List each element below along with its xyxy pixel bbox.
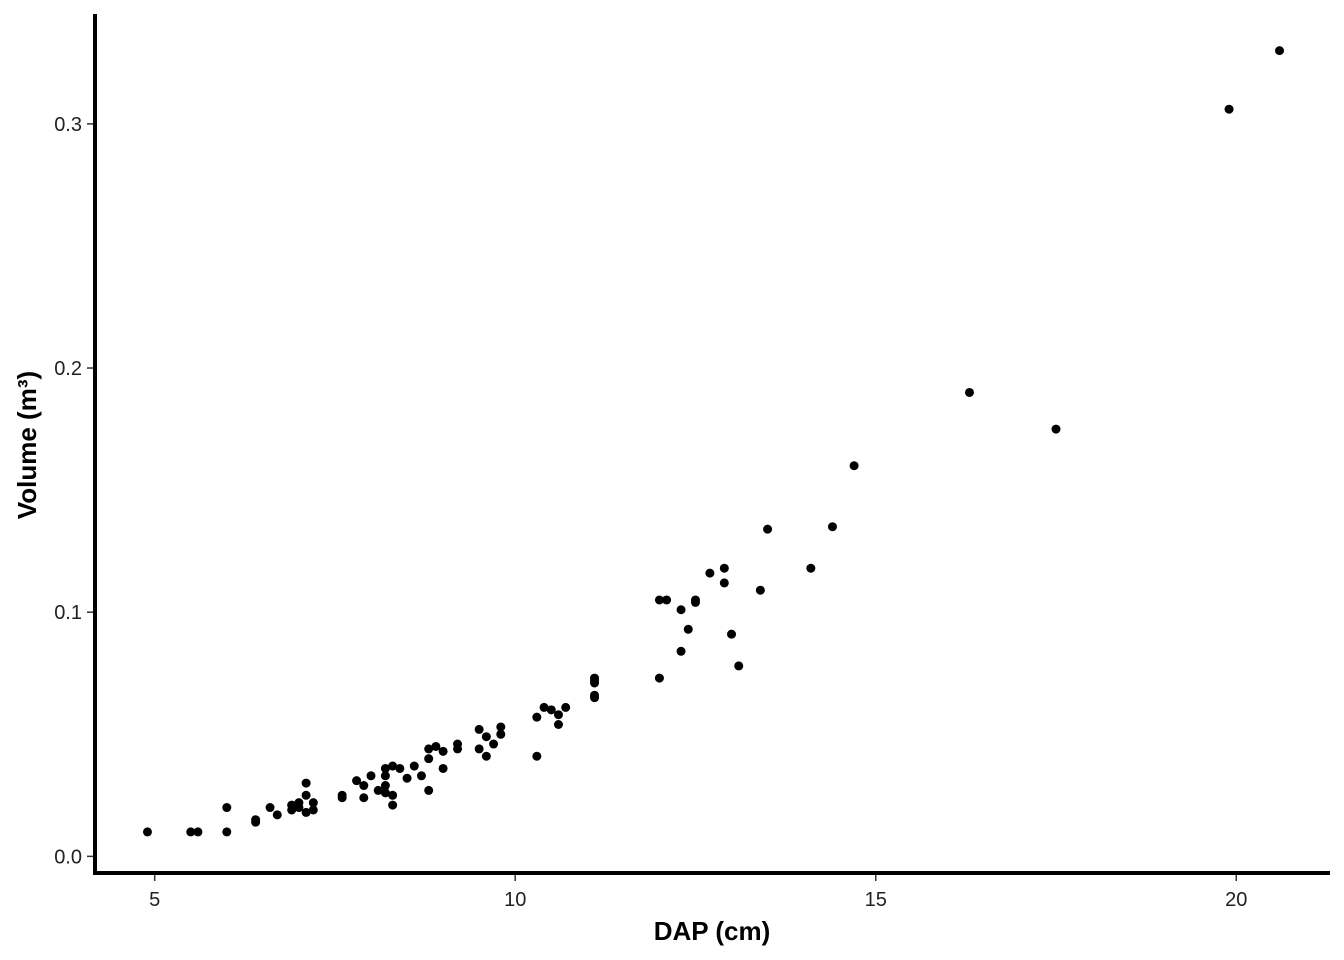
data-point (266, 803, 275, 812)
data-point (1052, 425, 1061, 434)
data-point (720, 564, 729, 573)
data-point (590, 691, 599, 700)
y-tick-label: 0.2 (54, 358, 82, 380)
data-point (554, 720, 563, 729)
x-axis-title: DAP (cm) (654, 916, 771, 946)
x-tick-label: 10 (504, 889, 526, 911)
x-tick-label: 5 (149, 889, 160, 911)
data-point (222, 803, 231, 812)
data-point (388, 801, 397, 810)
x-tick-label: 20 (1225, 889, 1247, 911)
data-point (410, 762, 419, 771)
data-point (705, 569, 714, 578)
data-point (684, 625, 693, 634)
data-point (453, 740, 462, 749)
data-point (475, 744, 484, 753)
data-point (727, 630, 736, 639)
data-point (496, 722, 505, 731)
data-point (691, 595, 700, 604)
data-point (965, 388, 974, 397)
data-point (677, 647, 686, 656)
x-tick-label: 15 (865, 889, 887, 911)
y-tick-label: 0.0 (54, 846, 82, 868)
data-point (439, 747, 448, 756)
y-axis: 0.0 0.1 0.2 0.3 (54, 14, 95, 875)
data-point (424, 754, 433, 763)
data-point (475, 725, 484, 734)
y-tick-label: 0.3 (54, 114, 82, 136)
data-point (850, 461, 859, 470)
data-point (294, 798, 303, 807)
data-point (403, 774, 412, 783)
data-point (309, 798, 318, 807)
data-point (367, 771, 376, 780)
data-point (1275, 46, 1284, 55)
data-points (143, 46, 1284, 836)
data-point (590, 674, 599, 683)
data-point (734, 661, 743, 670)
data-point (251, 815, 260, 824)
data-point (1225, 105, 1234, 114)
data-point (828, 522, 837, 531)
y-tick-label: 0.1 (54, 602, 82, 624)
data-point (417, 771, 426, 780)
data-point (677, 605, 686, 614)
data-point (489, 740, 498, 749)
data-point (482, 732, 491, 741)
data-point (806, 564, 815, 573)
data-point (222, 827, 231, 836)
data-point (532, 713, 541, 722)
x-axis: 5 10 15 20 (95, 873, 1330, 911)
data-point (143, 827, 152, 836)
y-axis-title: Volume (m³) (12, 371, 42, 519)
data-point (381, 781, 390, 790)
data-point (439, 764, 448, 773)
data-point (554, 710, 563, 719)
data-point (302, 779, 311, 788)
data-point (302, 791, 311, 800)
data-point (720, 578, 729, 587)
data-point (655, 674, 664, 683)
data-point (273, 810, 282, 819)
data-point (424, 786, 433, 795)
data-point (532, 752, 541, 761)
data-point (662, 595, 671, 604)
data-point (482, 752, 491, 761)
data-point (359, 781, 368, 790)
data-point (763, 525, 772, 534)
data-point (359, 793, 368, 802)
data-point (338, 791, 347, 800)
data-point (756, 586, 765, 595)
data-point (193, 827, 202, 836)
data-point (561, 703, 570, 712)
data-point (395, 764, 404, 773)
data-point (388, 791, 397, 800)
